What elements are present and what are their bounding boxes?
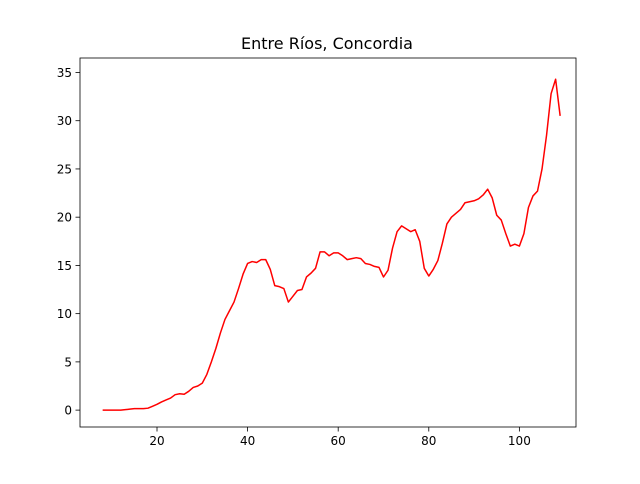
plot-area bbox=[79, 57, 577, 428]
y-tick-label: 20 bbox=[57, 211, 72, 225]
axes-frame bbox=[79, 57, 577, 428]
chart-title: Entre Ríos, Concordia bbox=[241, 34, 413, 53]
x-tick-label: 20 bbox=[149, 434, 164, 448]
y-tick-label: 15 bbox=[57, 259, 72, 273]
y-axis: 0 5 10 15 20 25 30 35 bbox=[57, 66, 80, 418]
y-tick-label: 35 bbox=[57, 66, 72, 80]
y-tick-label: 0 bbox=[64, 404, 72, 418]
y-tick-label: 30 bbox=[57, 114, 72, 128]
x-axis: 20 40 60 80 100 bbox=[149, 427, 531, 448]
x-tick-label: 80 bbox=[421, 434, 436, 448]
y-tick-label: 5 bbox=[64, 355, 72, 369]
y-tick-label: 25 bbox=[57, 162, 72, 176]
y-tick-label: 10 bbox=[57, 307, 72, 321]
x-tick-label: 60 bbox=[331, 434, 346, 448]
series-line-0 bbox=[102, 78, 561, 411]
x-tick-label: 100 bbox=[508, 434, 531, 448]
x-tick-label: 40 bbox=[240, 434, 255, 448]
